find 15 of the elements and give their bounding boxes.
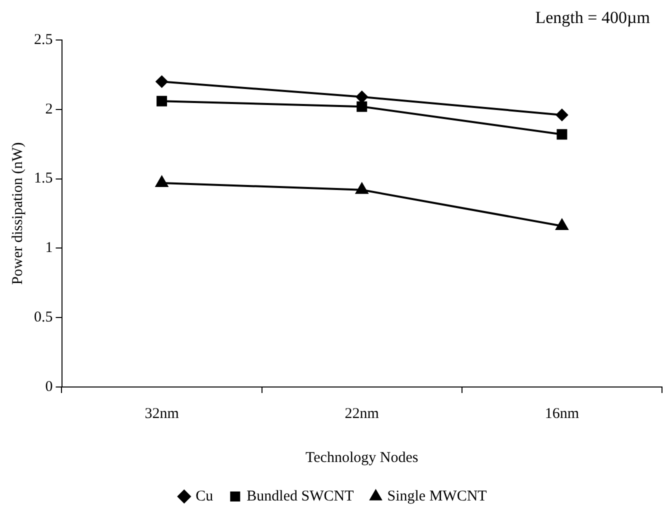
- x-tick-label: 16nm: [544, 406, 580, 422]
- y-tick-label: 2: [45, 101, 53, 118]
- legend-label: Bundled SWCNT: [246, 488, 354, 504]
- legend-label: Single MWCNT: [387, 488, 487, 504]
- x-tick-label: 22nm: [344, 406, 380, 422]
- y-tick-label: 0.5: [34, 310, 53, 326]
- legend-label: Cu: [196, 488, 214, 504]
- x-tick-label: 32nm: [144, 406, 180, 422]
- text: Length = 400µm: [535, 8, 650, 27]
- y-tick-label: 1.5: [34, 170, 53, 187]
- y-tick-label: 0: [45, 378, 53, 395]
- x-axis-title: Technology Nodes: [306, 450, 418, 466]
- y-axis-title: Power dissipation (nW): [10, 142, 26, 285]
- y-tick-label: 1: [45, 240, 53, 256]
- y-tick-label: 2.5: [34, 32, 53, 48]
